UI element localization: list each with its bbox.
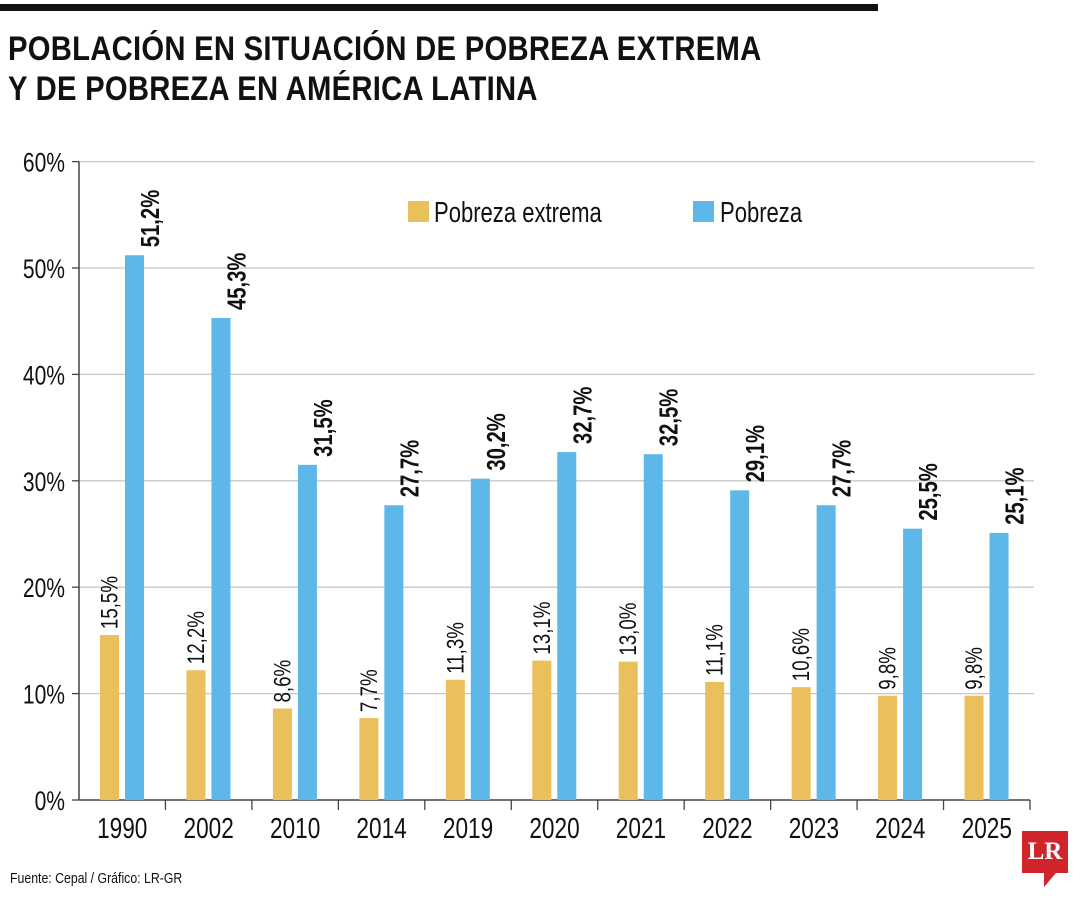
data-label-pobreza-extrema: 10,6%	[788, 628, 815, 681]
x-tick-label: 2019	[443, 811, 493, 844]
bar-pobreza-extrema	[272, 708, 292, 800]
legend-swatch-pobreza-extrema	[408, 201, 429, 222]
bar-pobreza-extrema	[618, 661, 638, 800]
data-label-pobreza: 27,7%	[827, 440, 856, 498]
y-tick-label: 60%	[23, 148, 65, 178]
x-tick-label: 2024	[875, 811, 925, 844]
data-label-pobreza-extrema: 13,1%	[529, 602, 556, 655]
chart-title-line-2: Y DE POBREZA EN AMÉRICA LATINA	[8, 70, 538, 108]
bar-pobreza	[211, 318, 231, 800]
bar-pobreza	[643, 454, 663, 800]
data-label-pobreza: 31,5%	[308, 399, 337, 457]
x-tick-label: 2021	[616, 811, 666, 844]
data-label-pobreza-extrema: 12,2%	[183, 611, 210, 664]
bar-pobreza-extrema	[791, 687, 811, 800]
data-label-pobreza-extrema: 11,3%	[442, 622, 469, 674]
bar-pobreza	[816, 505, 836, 800]
data-label-pobreza: 51,2%	[136, 190, 165, 248]
y-tick-label: 30%	[23, 467, 65, 497]
y-tick-label: 40%	[23, 361, 65, 391]
y-tick-label: 0%	[35, 787, 65, 817]
bar-pobreza	[989, 532, 1009, 800]
x-tick-label: 2010	[270, 811, 320, 844]
bar-pobreza-extrema	[964, 695, 984, 800]
x-tick-label: 2025	[962, 811, 1012, 844]
top-rule	[0, 4, 878, 11]
bar-pobreza	[557, 452, 577, 800]
data-label-pobreza: 45,3%	[222, 252, 251, 310]
bar-pobreza	[903, 528, 923, 800]
bar-pobreza	[730, 490, 750, 800]
source-note: Fuente: Cepal / Gráfico: LR-GR	[10, 870, 183, 887]
data-label-pobreza-extrema: 9,8%	[874, 647, 901, 690]
bar-pobreza	[297, 464, 317, 800]
data-label-pobreza: 27,7%	[395, 440, 424, 498]
bar-pobreza	[384, 505, 404, 800]
data-label-pobreza: 29,1%	[741, 425, 770, 483]
y-tick-label: 10%	[23, 680, 65, 710]
data-label-pobreza-extrema: 9,8%	[961, 647, 988, 690]
bar-pobreza-extrema	[878, 695, 898, 800]
x-tick-label: 2022	[702, 811, 752, 844]
legend-label-pobreza: Pobreza	[720, 197, 803, 229]
legend-label-pobreza-extrema: Pobreza extrema	[434, 197, 602, 229]
data-label-pobreza: 32,7%	[568, 386, 597, 444]
chart-title-line-1: POBLACIÓN EN SITUACIÓN DE POBREZA EXTREM…	[8, 30, 762, 68]
data-label-pobreza: 25,1%	[1000, 467, 1029, 525]
x-tick-label: 1990	[97, 811, 147, 844]
bar-pobreza-extrema	[186, 670, 206, 800]
data-label-pobreza-extrema: 7,7%	[356, 669, 383, 712]
legend-swatch-pobreza	[693, 201, 714, 222]
data-label-pobreza-extrema: 11,1%	[701, 624, 728, 676]
bar-pobreza	[125, 255, 144, 800]
bar-pobreza-extrema	[359, 718, 379, 800]
y-tick-label: 20%	[23, 574, 65, 604]
bar-pobreza-extrema	[100, 635, 119, 800]
bar-pobreza-extrema	[532, 660, 552, 800]
x-tick-label: 2002	[184, 811, 234, 844]
bar-pobreza-extrema	[445, 679, 465, 800]
lr-logo: LR	[1022, 831, 1068, 887]
y-tick-label: 50%	[23, 255, 65, 285]
x-tick-label: 2020	[529, 811, 579, 844]
data-label-pobreza: 30,2%	[481, 413, 510, 471]
data-label-pobreza: 32,5%	[654, 388, 683, 446]
data-label-pobreza-extrema: 13,0%	[615, 603, 642, 656]
x-tick-label: 2014	[356, 811, 406, 844]
bar-pobreza-extrema	[705, 681, 725, 800]
data-label-pobreza-extrema: 8,6%	[269, 660, 296, 703]
x-tick-label: 2023	[789, 811, 839, 844]
data-label-pobreza-extrema: 15,5%	[96, 576, 123, 629]
data-label-pobreza: 25,5%	[914, 463, 943, 521]
bar-pobreza	[470, 478, 490, 800]
